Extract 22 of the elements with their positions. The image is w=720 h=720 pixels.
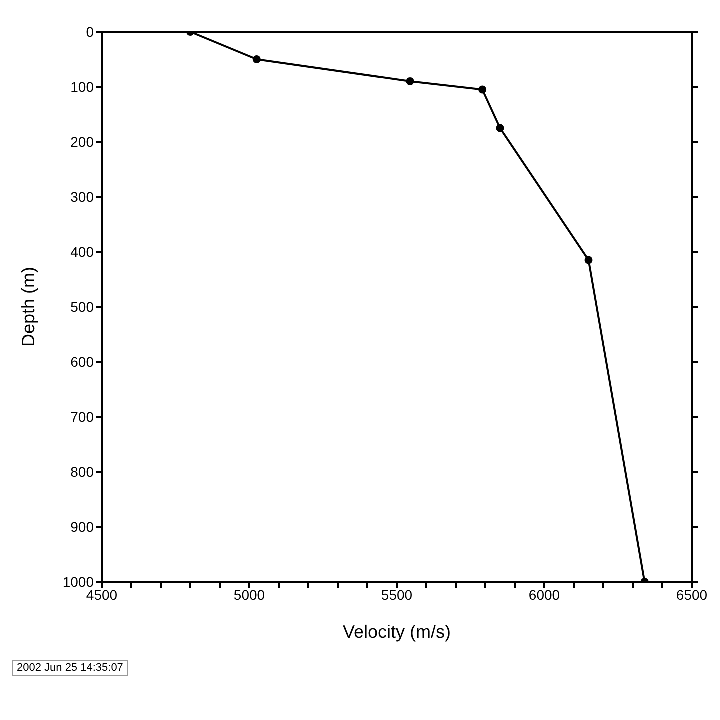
y-tick-label: 600 [70, 354, 94, 370]
y-tick-label: 300 [70, 188, 94, 205]
y-tick-label: 100 [70, 78, 94, 95]
x-tick-label: 5000 [234, 586, 266, 603]
point [406, 78, 414, 86]
point [252, 56, 261, 64]
point [584, 256, 593, 264]
x-axis-title: Velocity (m/s) [342, 622, 452, 642]
y-tick-label: 700 [70, 408, 94, 425]
point [496, 124, 504, 132]
x-tick-label: 6000 [528, 586, 560, 603]
y-axis-title: Depth (m) [18, 266, 38, 348]
y-tick-label: 500 [70, 298, 94, 315]
x-tick-label: 5500 [381, 586, 413, 603]
point [478, 86, 487, 94]
y-tick-label: 400 [70, 244, 94, 260]
y-tick-label: 0 [86, 24, 94, 40]
y-tick-label: 800 [70, 464, 94, 480]
y-tick-label: 900 [70, 518, 94, 535]
y-tick-label: 200 [70, 134, 94, 150]
text: 2002 Jun 25 14:35:07 [12, 660, 128, 676]
x-tick-label: 6500 [676, 586, 708, 603]
